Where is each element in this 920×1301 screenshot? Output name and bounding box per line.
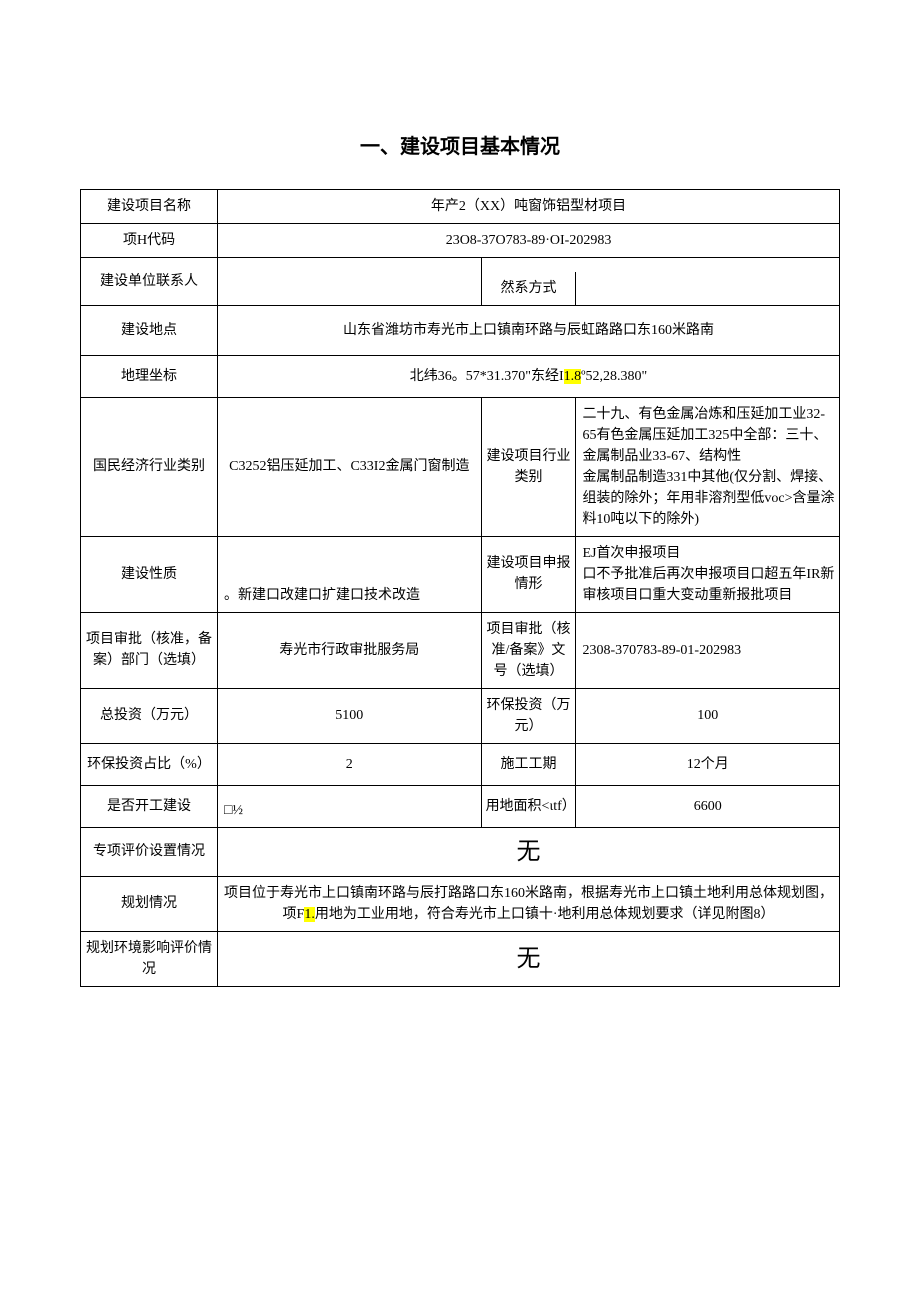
table-row: 国民经济行业类别 C3252铝压延加工、C33I2金属门窗制造 建设项目行业类别… <box>81 397 840 536</box>
cell-contact-value <box>218 258 482 306</box>
table-row: 建设性质 。新建口改建口扩建口技术改造 建设项目申报情形 EJ首次申报项目 口不… <box>81 536 840 612</box>
table-row: 建设项目名称 年产2（XX）吨窗饰铝型材项目 <box>81 190 840 224</box>
cell-plan-env-value: 无 <box>218 931 840 986</box>
cell-econ-class-label: 国民经济行业类别 <box>81 397 218 536</box>
table-row: 规划环境影响评价情况 无 <box>81 931 840 986</box>
cell-project-code-label: 项H代码 <box>81 224 218 258</box>
cell-location-value: 山东省潍坊市寿光市上口镇南环路与辰虹路路口东160米路南 <box>218 305 840 355</box>
cell-approval-doc-label: 项目审批（核准/备案》文号（选填） <box>481 612 576 688</box>
cell-industry-class-value: 二十九、有色金属冶炼和压延加工业32-65有色金属压延加工325中全部：三十、金… <box>576 397 840 536</box>
table-row: 项H代码 23O8-37O783-89·OI-202983 <box>81 224 840 258</box>
cell-plan-value: 项目位于寿光市上口镇南环路与辰打路路口东160米路南，根据寿光市上口镇土地利用总… <box>218 876 840 931</box>
cell-empty <box>481 258 839 272</box>
table-row: 建设地点 山东省潍坊市寿光市上口镇南环路与辰虹路路口东160米路南 <box>81 305 840 355</box>
cell-apply-type-label: 建设项目申报情形 <box>481 536 576 612</box>
cell-special-eval-label: 专项评价设置情况 <box>81 827 218 876</box>
section-title: 一、建设项目基本情况 <box>80 130 840 159</box>
cell-apply-type-value: EJ首次申报项目 口不予批准后再次申报项目口超五年IR新审核项目口重大变动重新报… <box>576 536 840 612</box>
cell-approval-doc-value: 2308-370783-89-01-202983 <box>576 612 840 688</box>
coord-highlight: 1.8 <box>564 369 582 384</box>
cell-land-area-value: 6600 <box>576 785 840 827</box>
table-row: 项目审批（核准，备案）部门（选填） 寿光市行政审批服务局 项目审批（核准/备案》… <box>81 612 840 688</box>
cell-period-label: 施工工期 <box>481 743 576 785</box>
cell-contact-method-value <box>576 272 840 306</box>
coord-prefix: 北纬36。57*31.370"东经I <box>410 369 564 384</box>
project-info-table: 建设项目名称 年产2（XX）吨窗饰铝型材项目 项H代码 23O8-37O783-… <box>80 189 840 987</box>
cell-started-label: 是否开工建设 <box>81 785 218 827</box>
table-row: 专项评价设置情况 无 <box>81 827 840 876</box>
cell-project-name-label: 建设项目名称 <box>81 190 218 224</box>
cell-env-invest-label: 环保投资（万元） <box>481 688 576 743</box>
table-row: 环保投资占比（%） 2 施工工期 12个月 <box>81 743 840 785</box>
cell-started-value: □½ <box>218 785 482 827</box>
cell-econ-class-value: C3252铝压延加工、C33I2金属门窗制造 <box>218 397 482 536</box>
cell-location-label: 建设地点 <box>81 305 218 355</box>
cell-env-ratio-label: 环保投资占比（%） <box>81 743 218 785</box>
cell-special-eval-value: 无 <box>218 827 840 876</box>
cell-build-nature-value: 。新建口改建口扩建口技术改造 <box>218 536 482 612</box>
cell-contact-label: 建设单位联系人 <box>81 258 218 306</box>
cell-industry-class-label: 建设项目行业类别 <box>481 397 576 536</box>
plan-suffix: 用地为工业用地，符合寿光市上口镇十·地利用总体规划要求（详见附图8） <box>315 907 775 922</box>
table-row: 总投资（万元） 5100 环保投资（万元） 100 <box>81 688 840 743</box>
cell-total-invest-value: 5100 <box>218 688 482 743</box>
table-row: 地理坐标 北纬36。57*31.370"东经I1.8º52,28.380" <box>81 355 840 397</box>
cell-contact-method-label: 然系方式 <box>481 272 576 306</box>
cell-coord-label: 地理坐标 <box>81 355 218 397</box>
cell-approval-dept-label: 项目审批（核准，备案）部门（选填） <box>81 612 218 688</box>
cell-plan-label: 规划情况 <box>81 876 218 931</box>
cell-env-invest-value: 100 <box>576 688 840 743</box>
cell-total-invest-label: 总投资（万元） <box>81 688 218 743</box>
cell-env-ratio-value: 2 <box>218 743 482 785</box>
table-row: 建设单位联系人 <box>81 258 840 272</box>
table-row: 规划情况 项目位于寿光市上口镇南环路与辰打路路口东160米路南，根据寿光市上口镇… <box>81 876 840 931</box>
cell-coord-value: 北纬36。57*31.370"东经I1.8º52,28.380" <box>218 355 840 397</box>
cell-land-area-label: 用地面积<ιtf） <box>481 785 576 827</box>
table-row: 是否开工建设 □½ 用地面积<ιtf） 6600 <box>81 785 840 827</box>
coord-suffix: º52,28.380" <box>581 369 647 384</box>
cell-build-nature-label: 建设性质 <box>81 536 218 612</box>
cell-period-value: 12个月 <box>576 743 840 785</box>
cell-plan-env-label: 规划环境影响评价情况 <box>81 931 218 986</box>
cell-approval-dept-value: 寿光市行政审批服务局 <box>218 612 482 688</box>
plan-highlight: 1. <box>304 907 315 922</box>
cell-project-code-value: 23O8-37O783-89·OI-202983 <box>218 224 840 258</box>
cell-project-name-value: 年产2（XX）吨窗饰铝型材项目 <box>218 190 840 224</box>
